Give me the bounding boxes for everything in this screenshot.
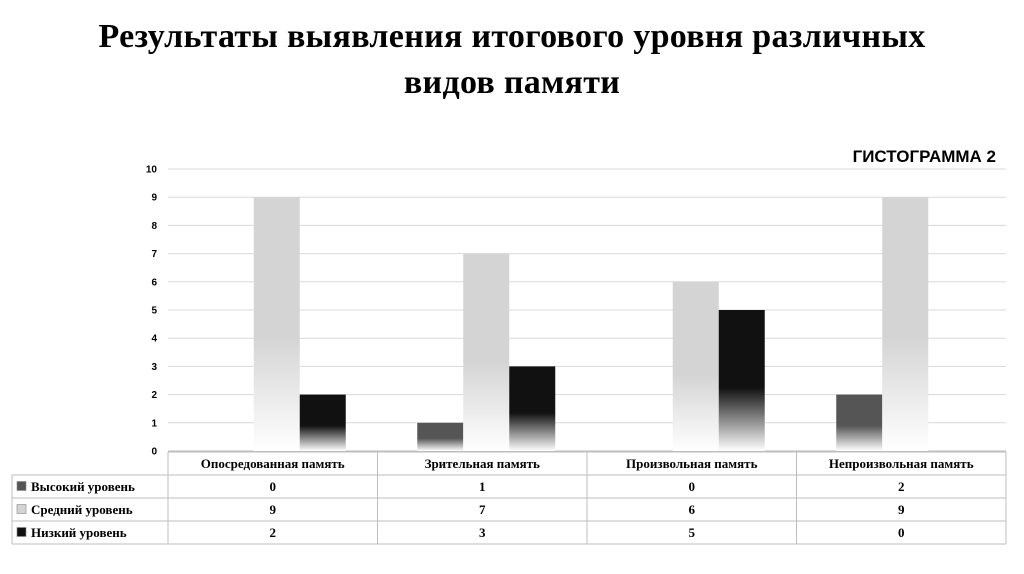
table-value: 0: [898, 525, 905, 540]
y-tick-label: 6: [151, 277, 157, 288]
title-line-1: Результаты выявления итогового уровня ра…: [98, 18, 926, 55]
series-label: Средний уровень: [31, 502, 133, 517]
chart-subtitle: ГИСТОГРАММА 2: [853, 147, 996, 166]
data-table: Опосредованная память Зрительная память Пр…: [11, 451, 1007, 545]
y-tick-label: 2: [151, 390, 157, 401]
bar-high: [417, 422, 464, 451]
bar-low: [509, 366, 556, 451]
y-tick-label: 4: [151, 334, 157, 345]
title-line-2: видов памяти: [403, 64, 621, 101]
bar-low: [299, 394, 346, 451]
table-value: 6: [689, 502, 696, 517]
table-value: 3: [479, 525, 486, 540]
bar-medium: [463, 253, 510, 451]
y-tick-label: 5: [151, 306, 157, 317]
table-value: 1: [479, 479, 486, 494]
table-value: 0: [270, 479, 277, 494]
bar-medium: [882, 197, 929, 451]
table-value: 9: [898, 502, 905, 517]
bar-medium: [672, 281, 719, 451]
y-tick-label: 1: [151, 418, 157, 429]
table-value: 9: [270, 502, 277, 517]
series-label: Низкий уровень: [31, 525, 127, 540]
category-label: Непроизвольная память: [829, 456, 974, 471]
y-tick-label: 7: [151, 249, 157, 260]
bar-high: [836, 394, 883, 451]
category-label: Зрительная память: [425, 456, 540, 471]
table-value: 7: [479, 502, 486, 517]
grid: 0 1 2 3 4 5 6 7 8 9 10: [146, 165, 1006, 458]
y-tick-label: 3: [151, 362, 157, 373]
bars: [253, 197, 929, 451]
y-tick-label: 0: [151, 447, 157, 458]
y-tick-label: 10: [146, 165, 158, 176]
y-tick-label: 9: [151, 193, 157, 204]
slide-title: Результаты выявления итогового уровня ра…: [0, 14, 1024, 106]
bar-low: [718, 310, 765, 451]
table-value: 2: [270, 525, 277, 540]
legend-swatch: [16, 527, 27, 537]
legend-swatch: [16, 504, 27, 514]
category-label: Произвольная память: [626, 456, 758, 471]
series-label: Высокий уровень: [31, 479, 135, 494]
table-value: 2: [898, 479, 905, 494]
bar-medium: [253, 197, 300, 451]
legend-swatch: [16, 481, 27, 491]
table-value: 5: [689, 525, 696, 540]
y-tick-label: 8: [151, 221, 157, 232]
category-label: Опосредованная память: [201, 456, 345, 471]
table-value: 0: [689, 479, 696, 494]
